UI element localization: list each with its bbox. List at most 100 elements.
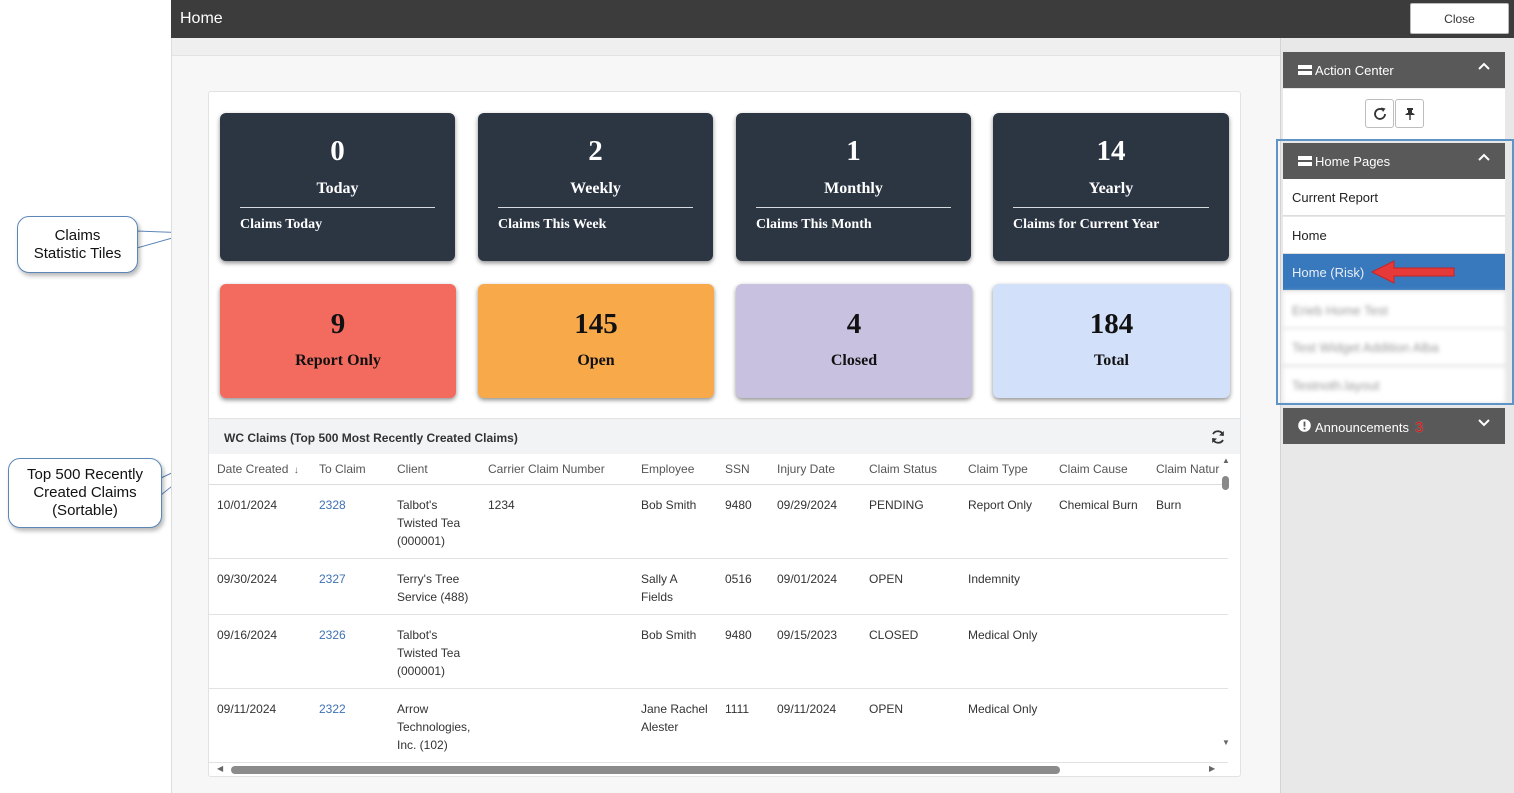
- callout-recent-claims: Top 500 Recently Created Claims (Sortabl…: [8, 458, 162, 528]
- cell-claim-nature: [1148, 688, 1228, 763]
- cell-claim-type: Report Only: [960, 484, 1051, 559]
- tile-open[interactable]: 145 Open: [478, 284, 714, 398]
- claim-link[interactable]: 2322: [319, 701, 346, 716]
- column-header-claim-nature[interactable]: Claim Natur: [1148, 454, 1228, 485]
- announcements-title: Announcements 3: [1315, 419, 1424, 436]
- announcements-header[interactable]: Announcements 3: [1283, 408, 1505, 444]
- cell-employee: Bob Smith: [633, 614, 717, 689]
- tile-divider: [756, 207, 951, 208]
- vertical-scrollbar[interactable]: ▲ ▼: [1221, 454, 1231, 750]
- claims-table-title: WC Claims (Top 500 Most Recently Created…: [224, 431, 518, 445]
- scroll-up-icon[interactable]: ▲: [1222, 456, 1230, 465]
- action-pin-button[interactable]: [1395, 99, 1424, 128]
- cell-claim-status: OPEN: [861, 558, 960, 615]
- tile-claims-yearly[interactable]: 14 Yearly Claims for Current Year: [993, 113, 1229, 261]
- action-refresh-button[interactable]: [1365, 99, 1394, 128]
- home-page-item-current-report[interactable]: Current Report: [1283, 179, 1505, 216]
- claim-link[interactable]: 2328: [319, 497, 346, 512]
- claim-link[interactable]: 2327: [319, 571, 346, 586]
- cell-claim-cause: [1051, 614, 1148, 689]
- cell-claim-cause: Chemical Burn: [1051, 484, 1148, 559]
- cell-date-created: 10/01/2024: [209, 484, 311, 559]
- tile-description: Claims for Current Year: [1013, 217, 1160, 232]
- vertical-scroll-thumb[interactable]: [1222, 476, 1229, 490]
- tile-closed[interactable]: 4 Closed: [736, 284, 972, 398]
- column-header-claim-status[interactable]: Claim Status: [861, 454, 960, 485]
- action-center-header[interactable]: Action Center: [1283, 52, 1505, 88]
- cell-date-created: 09/30/2024: [209, 558, 311, 615]
- tile-period: Yearly: [1088, 180, 1134, 197]
- tile-label: Open: [577, 352, 615, 369]
- tile-divider: [498, 207, 693, 208]
- tile-claims-today[interactable]: 0 Today Claims Today: [220, 113, 455, 261]
- tile-description: Claims Today: [240, 217, 323, 232]
- tile-claims-monthly[interactable]: 1 Monthly Claims This Month: [736, 113, 971, 261]
- table-header-row: Date Created ↓ To Claim Client Carrier C…: [209, 454, 1228, 485]
- action-center-title: Action Center: [1315, 63, 1394, 78]
- column-header-date-created[interactable]: Date Created ↓: [209, 454, 311, 485]
- table-row: 09/11/2024 2322 Arrow Technologies, Inc.…: [209, 688, 1228, 763]
- tile-divider: [1013, 207, 1209, 208]
- tile-description: Claims This Month: [756, 217, 872, 232]
- tile-label: Total: [1094, 352, 1129, 369]
- cell-employee: Sally A Fields: [633, 558, 717, 615]
- refresh-icon[interactable]: [1210, 429, 1226, 445]
- tile-report-only[interactable]: 9 Report Only: [220, 284, 456, 398]
- home-page-item-home[interactable]: Home: [1283, 217, 1505, 254]
- home-pages-title: Home Pages: [1315, 154, 1391, 169]
- table-row: 09/16/2024 2326 Talbot's Twisted Tea (00…: [209, 614, 1228, 689]
- home-page-item-blurred-2[interactable]: Test Widget Addition Alba: [1283, 329, 1505, 366]
- alert-icon: [1298, 419, 1311, 432]
- column-header-employee[interactable]: Employee: [633, 454, 717, 485]
- cell-carrier-claim-number: [480, 558, 633, 615]
- right-sidebar: Action Center Home Pages Current Report …: [1280, 38, 1514, 793]
- horizontal-scrollbar[interactable]: ◀ ▶: [209, 762, 1240, 776]
- claims-table: Date Created ↓ To Claim Client Carrier C…: [209, 454, 1228, 763]
- column-header-to-claim[interactable]: To Claim: [311, 454, 389, 485]
- scroll-left-icon[interactable]: ◀: [217, 764, 224, 773]
- home-page-item-home-risk[interactable]: Home (Risk): [1283, 254, 1505, 291]
- cell-to-claim: 2327: [311, 558, 389, 615]
- cell-client: Arrow Technologies, Inc. (102): [389, 688, 480, 763]
- cell-to-claim: 2326: [311, 614, 389, 689]
- chevron-up-icon[interactable]: [1477, 151, 1491, 163]
- cell-claim-status: CLOSED: [861, 614, 960, 689]
- scroll-right-icon[interactable]: ▶: [1209, 764, 1216, 773]
- callout-claims-statistic-tiles: Claims Statistic Tiles: [17, 216, 138, 273]
- home-page-item-blurred-1[interactable]: Erieb Home Test: [1283, 292, 1505, 329]
- cell-date-created: 09/16/2024: [209, 614, 311, 689]
- cell-claim-type: Indemnity: [960, 558, 1051, 615]
- main-content: 0 Today Claims Today 2 Weekly Claims Thi…: [171, 38, 1281, 793]
- panel-icon: [1298, 156, 1312, 166]
- home-page-item-blurred-3[interactable]: Testnoth.layout: [1283, 367, 1505, 404]
- scroll-down-icon[interactable]: ▼: [1222, 738, 1230, 747]
- cell-claim-nature: Burn: [1148, 484, 1228, 559]
- panel-icon: [1298, 65, 1312, 75]
- cell-claim-nature: [1148, 614, 1228, 689]
- column-header-claim-type[interactable]: Claim Type: [960, 454, 1051, 485]
- tile-label: Closed: [830, 352, 878, 369]
- announcement-count-badge: 3: [1414, 419, 1424, 436]
- column-header-client[interactable]: Client: [389, 454, 480, 485]
- tile-value: 0: [330, 135, 345, 167]
- home-pages-header[interactable]: Home Pages: [1283, 143, 1505, 179]
- cell-claim-status: PENDING: [861, 484, 960, 559]
- tile-total[interactable]: 184 Total: [993, 284, 1230, 398]
- horizontal-scroll-thumb[interactable]: [231, 766, 1060, 774]
- chevron-up-icon[interactable]: [1477, 60, 1491, 72]
- close-button[interactable]: Close: [1410, 3, 1509, 34]
- column-header-carrier-claim-number[interactable]: Carrier Claim Number: [480, 454, 633, 485]
- tile-label: Report Only: [295, 352, 381, 369]
- tile-period: Monthly: [824, 180, 883, 197]
- column-header-claim-cause[interactable]: Claim Cause: [1051, 454, 1148, 485]
- column-header-injury-date[interactable]: Injury Date: [769, 454, 861, 485]
- table-row: 10/01/2024 2328 Talbot's Twisted Tea (00…: [209, 484, 1228, 559]
- claim-link[interactable]: 2326: [319, 627, 346, 642]
- tile-claims-weekly[interactable]: 2 Weekly Claims This Week: [478, 113, 713, 261]
- cell-claim-cause: [1051, 688, 1148, 763]
- tile-period: Today: [316, 180, 359, 197]
- column-header-ssn[interactable]: SSN: [717, 454, 769, 485]
- cell-ssn: 9480: [717, 614, 769, 689]
- chevron-down-icon[interactable]: [1477, 416, 1491, 428]
- cell-carrier-claim-number: [480, 614, 633, 689]
